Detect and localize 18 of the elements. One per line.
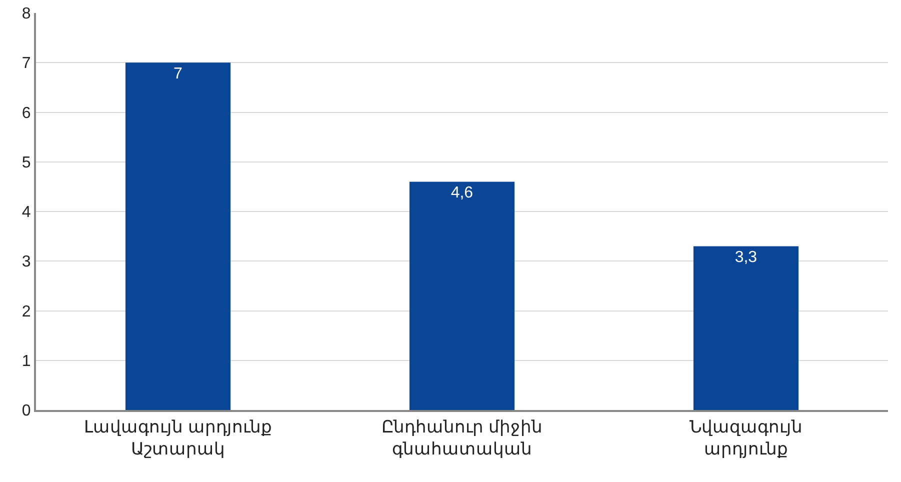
x-tick-label: Նվազագույն արդյունք: [690, 417, 802, 458]
data-label: 3,3: [734, 249, 758, 266]
data-label: 7: [174, 66, 182, 83]
x-tick-label: Լավագույն արդյունք Աշտարակ: [84, 417, 272, 458]
y-tick-label: 6: [22, 104, 31, 122]
y-tick-label: 2: [22, 303, 31, 320]
bar: [409, 182, 515, 410]
bar: [125, 62, 231, 410]
x-tick-label: Ընդհանուր միջին գնահատական: [382, 417, 542, 458]
y-tick-label: 0: [22, 402, 31, 420]
y-tick-label: 5: [22, 154, 31, 172]
y-tick-label: 3: [22, 254, 31, 271]
y-tick-label: 4: [22, 204, 31, 222]
data-label: 4,6: [450, 184, 474, 202]
bar: [693, 246, 799, 410]
y-tick-label: 8: [22, 6, 31, 23]
y-tick-label: 7: [22, 55, 31, 72]
y-tick-label: 1: [22, 352, 31, 370]
